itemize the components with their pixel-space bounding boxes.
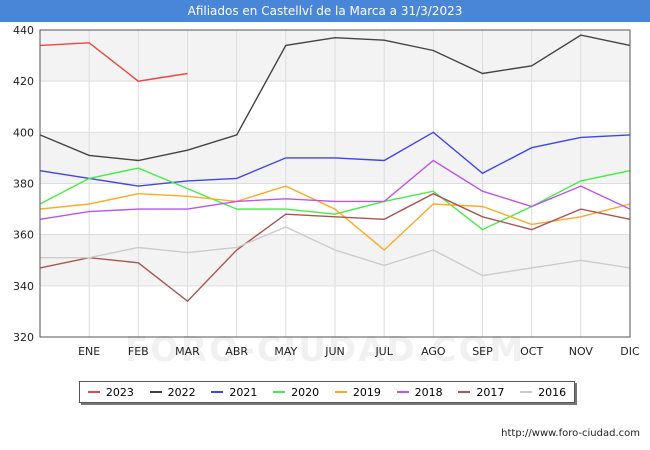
legend-swatch bbox=[87, 391, 100, 393]
series-line-2017 bbox=[39, 192, 631, 303]
legend-label: 2018 bbox=[414, 385, 443, 399]
watermark: FORO-CIUDAD.COM bbox=[124, 330, 526, 370]
legend-label: 2021 bbox=[229, 385, 258, 399]
y-tick-label: 360 bbox=[13, 229, 34, 242]
legend-label: 2019 bbox=[352, 385, 381, 399]
series-line-2021 bbox=[39, 131, 631, 187]
legend: 2023 2022 2021 2020 2019 2018 2017 2016 bbox=[79, 381, 575, 403]
legend-label: 2017 bbox=[476, 385, 505, 399]
y-tick-label: 420 bbox=[13, 75, 34, 88]
y-tick-label: 400 bbox=[13, 126, 34, 139]
legend-item-2020: 2020 bbox=[273, 386, 319, 399]
x-tick-label: SEP bbox=[472, 345, 493, 358]
legend-label: 2016 bbox=[538, 385, 567, 399]
legend-swatch bbox=[334, 391, 347, 393]
series-line-2016 bbox=[40, 226, 631, 277]
y-tick-label: 320 bbox=[13, 331, 34, 344]
legend-swatch bbox=[396, 391, 409, 393]
legend-item-2023: 2023 bbox=[87, 385, 134, 399]
y-tick-label: 440 bbox=[13, 24, 34, 37]
legend-swatch bbox=[273, 391, 286, 393]
x-tick-label: MAY bbox=[274, 345, 297, 358]
x-tick-label: FEB bbox=[128, 345, 149, 358]
series-line-2019 bbox=[39, 185, 631, 251]
series-line-2018 bbox=[39, 159, 631, 220]
x-axis-tick-labels: ENE FEB MAR ABR MAY JUN JUL AGO SEP OCT NOV DIC bbox=[78, 345, 640, 358]
source-url: http://www.foro-ciudad.com bbox=[501, 428, 640, 439]
legend-swatch bbox=[149, 391, 162, 393]
legend-swatch bbox=[211, 391, 224, 393]
legend-item-2016: 2016 bbox=[520, 386, 566, 399]
legend-item-2021: 2021 bbox=[211, 386, 257, 399]
plot-frame bbox=[39, 29, 631, 338]
x-tick-label: DIC bbox=[620, 345, 640, 358]
x-tick-label: AGO bbox=[421, 345, 446, 358]
series-line-2022 bbox=[39, 34, 631, 162]
x-tick-label: JUN bbox=[324, 345, 345, 358]
legend-label: 2022 bbox=[167, 385, 196, 399]
legend-swatch bbox=[520, 391, 533, 393]
x-tick-label: OCT bbox=[520, 345, 543, 358]
series-lines bbox=[39, 34, 631, 303]
legend-swatch bbox=[458, 391, 471, 393]
chart-title: Afiliados en Castellví de la Marca a 31/… bbox=[0, 0, 650, 22]
x-tick-label: NOV bbox=[569, 345, 594, 358]
y-tick-label: 340 bbox=[13, 280, 34, 293]
x-tick-label: JUL bbox=[374, 345, 393, 358]
x-tick-label: ENE bbox=[78, 345, 100, 358]
legend-item-2019: 2019 bbox=[334, 385, 381, 399]
plot-border bbox=[39, 29, 631, 338]
legend-item-2022: 2022 bbox=[149, 385, 196, 399]
x-tick-label: MAR bbox=[175, 345, 200, 358]
legend-item-2017: 2017 bbox=[458, 386, 504, 399]
legend-item-2018: 2018 bbox=[396, 385, 443, 399]
y-axis-tick-labels: 320 340 360 380 400 420 440 bbox=[13, 24, 34, 344]
legend-label: 2020 bbox=[291, 385, 320, 399]
line-chart: 320 340 360 380 400 420 440 ENE FEB MAR ABR MAY JUN… bbox=[13, 24, 640, 358]
legend-label: 2023 bbox=[105, 385, 134, 399]
y-tick-label: 380 bbox=[13, 178, 34, 191]
x-tick-label: ABR bbox=[225, 345, 248, 358]
series-line-2023 bbox=[39, 42, 188, 82]
